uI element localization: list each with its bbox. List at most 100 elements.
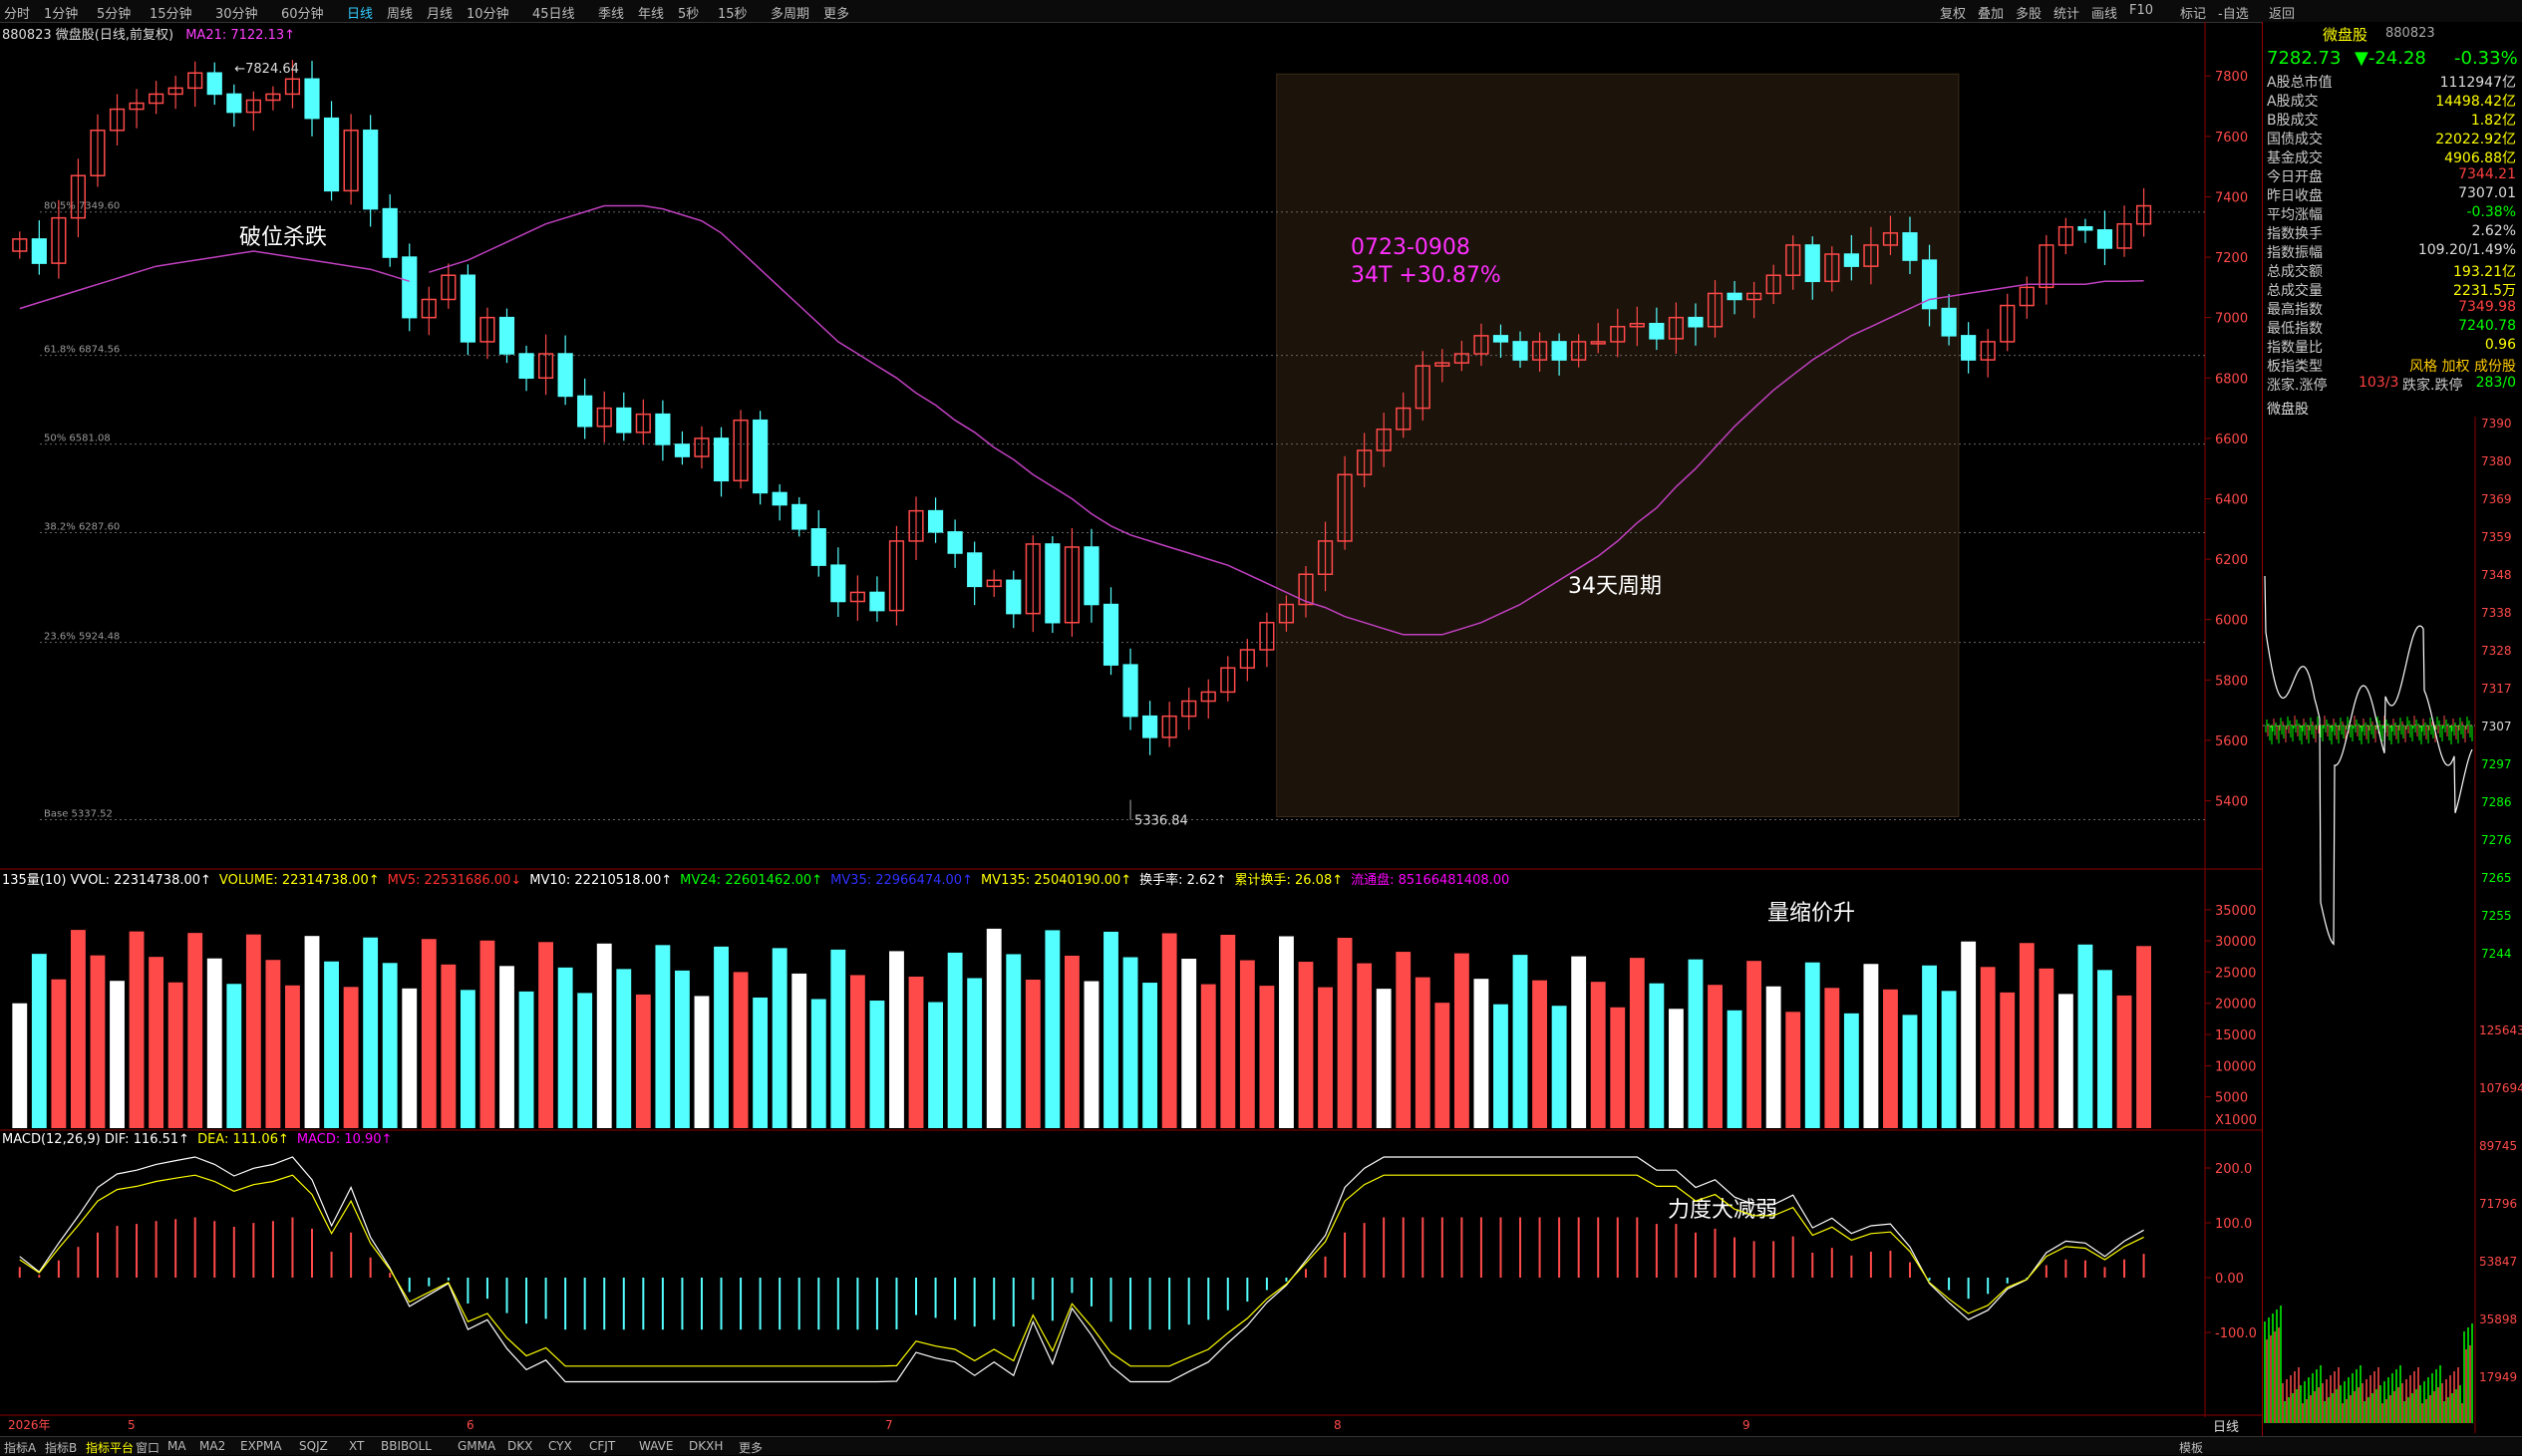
indicator-tab-8[interactable]: XT xyxy=(349,1439,365,1453)
mini-price-line xyxy=(2264,575,2473,946)
volume-bar xyxy=(226,984,242,1128)
candle-body xyxy=(2096,229,2113,249)
candle-body xyxy=(1571,341,1587,361)
candle-body xyxy=(1902,232,1918,261)
volume-bar xyxy=(265,960,281,1128)
toolbar-button-5[interactable]: F10 xyxy=(2129,3,2154,18)
quote-row: A股成交 14498.42亿 xyxy=(2267,94,2516,110)
break-annotation: 破位杀跌 xyxy=(239,225,327,250)
candle-body xyxy=(129,102,145,111)
toolbar-button-0[interactable]: 复权 xyxy=(1940,7,1967,22)
indicator-tab-13[interactable]: CFJT xyxy=(589,1439,616,1453)
period-tab-16[interactable]: 更多 xyxy=(823,7,850,22)
period-tab-1[interactable]: 1分钟 xyxy=(44,7,79,22)
volume-bar xyxy=(1434,1003,1450,1128)
period-tab-3[interactable]: 15分钟 xyxy=(150,7,192,22)
candle-body xyxy=(1921,259,1938,310)
price-tick-label: 7400 xyxy=(2215,190,2248,205)
template-button[interactable]: 模板 xyxy=(2179,1441,2204,1455)
toolbar-button-2[interactable]: 多股 xyxy=(2016,7,2043,22)
volume-bar xyxy=(1610,1007,1626,1128)
price-tick-label: 6200 xyxy=(2215,553,2248,568)
candle-body xyxy=(967,552,983,588)
toolbar-button-7[interactable]: -自选 xyxy=(2218,7,2249,22)
volume-bar xyxy=(889,951,904,1128)
candle-body xyxy=(713,437,730,482)
candle-body xyxy=(635,413,651,434)
candle-body xyxy=(1278,603,1295,624)
period-tab-9[interactable]: 10分钟 xyxy=(467,7,509,22)
indicator-tab-6[interactable]: EXPMA xyxy=(240,1439,282,1453)
candle-body xyxy=(1220,667,1236,694)
volume-bar xyxy=(1804,962,1820,1128)
volume-bar xyxy=(1785,1012,1801,1128)
candle-body xyxy=(557,353,573,398)
mini-price-label: 7265 xyxy=(2481,871,2512,885)
period-tab-6[interactable]: 日线 xyxy=(347,7,374,22)
indicator-tab-7[interactable]: SQJZ xyxy=(299,1439,328,1453)
indicator-tab-15[interactable]: DKXH xyxy=(689,1439,724,1453)
period-tab-11[interactable]: 季线 xyxy=(598,7,625,22)
low-label: 5336.84 xyxy=(1134,814,1188,829)
period-tab-8[interactable]: 月线 xyxy=(427,7,454,22)
volume-bar xyxy=(1883,989,1898,1128)
indicator-tab-16[interactable]: 更多 xyxy=(739,1441,764,1455)
indicator-tab-14[interactable]: WAVE xyxy=(639,1439,674,1453)
period-tab-12[interactable]: 年线 xyxy=(638,7,665,22)
mini-vol-label: 71796 xyxy=(2479,1197,2517,1211)
candle-body xyxy=(167,87,183,96)
quote-row: A股总市值 1112947亿 xyxy=(2267,75,2516,91)
candle-body xyxy=(70,174,87,219)
candle-body xyxy=(1492,335,1509,343)
candle-body xyxy=(1064,546,1080,624)
indicator-tab-0[interactable]: 指标A xyxy=(4,1441,37,1455)
period-tab-7[interactable]: 周线 xyxy=(387,7,414,22)
period-tab-0[interactable]: 分时 xyxy=(4,7,31,22)
candle-body xyxy=(226,93,242,114)
period-tab-2[interactable]: 5分钟 xyxy=(97,7,132,22)
toolbar-button-6[interactable]: 标记 xyxy=(2180,7,2207,22)
period-tab-15[interactable]: 多周期 xyxy=(771,7,810,22)
indicator-tab-4[interactable]: MA xyxy=(167,1439,186,1453)
toolbar-button-1[interactable]: 叠加 xyxy=(1978,7,2005,22)
indicator-tab-10[interactable]: GMMA xyxy=(458,1439,496,1453)
candle-body xyxy=(441,274,457,301)
candle-body xyxy=(1512,341,1528,361)
period-tab-14[interactable]: 15秒 xyxy=(718,7,748,22)
indicator-tab-5[interactable]: MA2 xyxy=(199,1439,226,1453)
period-tab-4[interactable]: 30分钟 xyxy=(215,7,258,22)
toolbar-button-3[interactable]: 统计 xyxy=(2053,7,2080,22)
candle-body xyxy=(908,509,924,542)
intraday-chart[interactable]: 7390 7380 7369 7359 7348 7338 7328 7317 7307 7297… xyxy=(2263,417,2522,1433)
candle-body xyxy=(1239,649,1255,669)
volume-bar xyxy=(12,1003,28,1128)
toolbar-button-4[interactable]: 画线 xyxy=(2091,7,2118,22)
candle-body xyxy=(421,298,437,319)
indicator-tab-9[interactable]: BBIBOLL xyxy=(381,1439,432,1453)
indicator-tabs: 指标A 指标B 指标平台 窗口 MA MA2 EXPMA SQJZ XT BBIBOLL GMMA D… xyxy=(0,1436,2522,1455)
period-tab-5[interactable]: 60分钟 xyxy=(281,7,324,22)
candle-body xyxy=(1727,292,1742,301)
kline-chart[interactable]: 80.5% 7349.60 61.8% 6874.56 50% 6581.08 38.… xyxy=(0,22,2262,1436)
volume-bar xyxy=(616,969,632,1128)
period-tab-13[interactable]: 5秒 xyxy=(678,7,700,22)
toolbar-button-8[interactable]: 返回 xyxy=(2269,7,2296,22)
volume-bar xyxy=(1161,933,1177,1128)
indicator-tab-11[interactable]: DKX xyxy=(507,1439,533,1453)
candle-body xyxy=(1337,473,1353,542)
type-row: 板指类型 风格 加权 成份股 xyxy=(2267,359,2516,375)
period-tab-10[interactable]: 45日线 xyxy=(532,7,575,22)
volume-bar xyxy=(129,931,145,1128)
volume-bar xyxy=(1453,953,1469,1128)
indicator-tab-2[interactable]: 指标平台 xyxy=(86,1441,135,1455)
mini-price-label: 7380 xyxy=(2481,454,2512,468)
price-tick-label: 6600 xyxy=(2215,433,2248,447)
candle-body xyxy=(537,353,554,380)
mini-price-label: 7276 xyxy=(2481,833,2512,847)
indicator-tab-3[interactable]: 窗口 xyxy=(136,1441,160,1455)
candle-body xyxy=(1649,322,1665,340)
indicator-tab-12[interactable]: CYX xyxy=(548,1439,572,1453)
indicator-tab-1[interactable]: 指标B xyxy=(45,1441,78,1455)
high-label: ←7824.64 xyxy=(234,62,299,77)
candle-body xyxy=(1551,341,1567,361)
